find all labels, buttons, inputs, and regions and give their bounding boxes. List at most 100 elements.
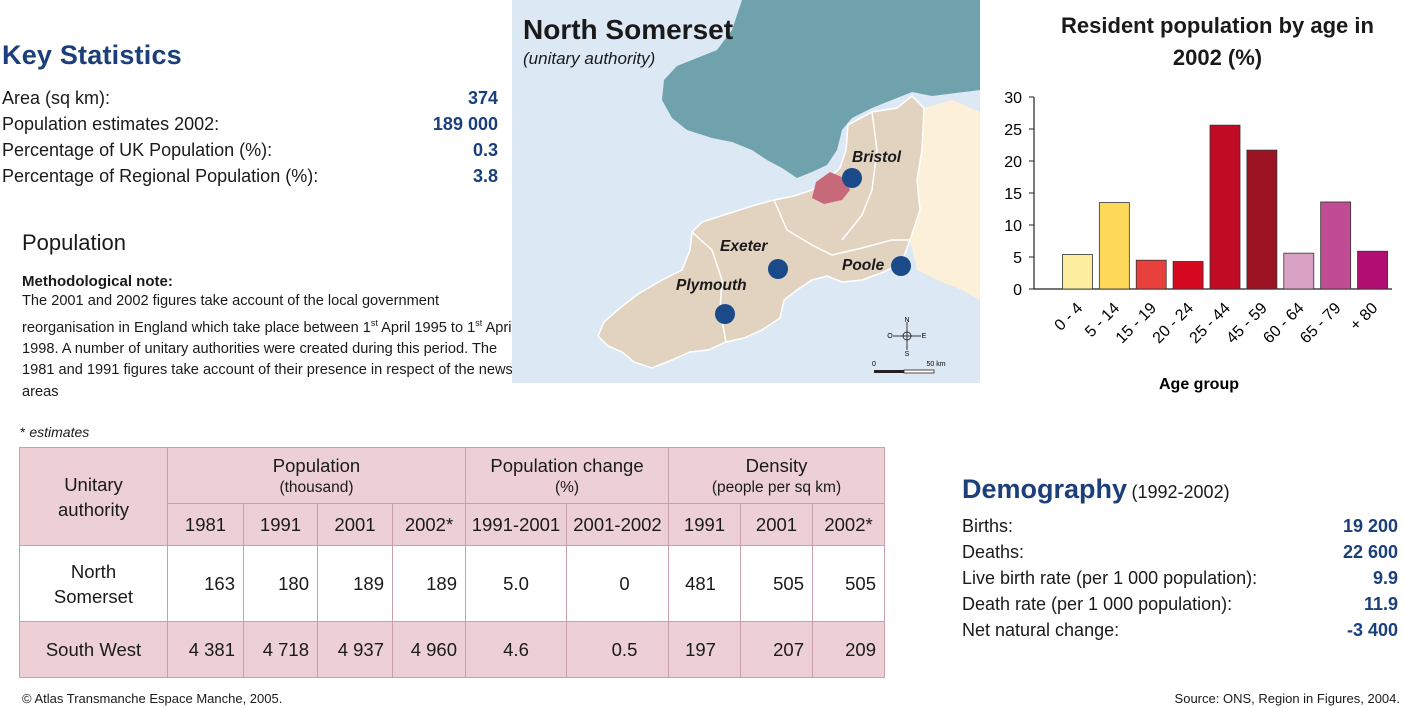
map-neighbour-region (910, 100, 980, 300)
header-year: 2002* (811, 503, 886, 546)
header-density-label: Density (745, 454, 808, 476)
demo-value: 9.9 (1372, 568, 1398, 588)
stat-value: 374 (467, 88, 498, 108)
header-density-unit: (people per sq km) (711, 478, 842, 496)
stat-label: Area (sq km): (2, 88, 111, 108)
stat-value: 189 000 (432, 114, 498, 134)
y-tick-label: 15 (1004, 186, 1022, 203)
y-tick-label: 30 (1004, 90, 1022, 107)
population-section: Population Methodological note: The 2001… (22, 230, 522, 403)
map-county-boundary (773, 199, 910, 256)
demography-title: Demography (962, 474, 1128, 504)
demo-label: Live birth rate (per 1 000 population): (962, 568, 1258, 588)
demography-period: (1992-2002) (1131, 482, 1230, 502)
estimates-footnote: * estimates (20, 424, 89, 440)
compass-e: E (922, 333, 927, 340)
population-table: Unitary authority Population (thousand) … (19, 447, 886, 678)
y-tick-label: 10 (1004, 218, 1022, 235)
chart-title: Resident population by age in 2002 (%) (1061, 13, 1374, 70)
table-row: South West 4 381 4 718 4 937 4 960 4.6 0… (19, 621, 886, 678)
note-text-part: April 1998. A number of unitary authorit… (22, 319, 515, 400)
chart-bar (1062, 254, 1093, 290)
stat-label: Population estimates 2002: (2, 114, 220, 134)
y-tick-label: 20 (1004, 154, 1022, 171)
compass-n: N (904, 317, 909, 324)
note-text-part: The 2001 and 2002 figures take account o… (22, 293, 440, 336)
x-tick-label: 65 - 79 (1297, 300, 1344, 347)
south-west-map: N S E O 0 50 km (512, 0, 980, 383)
compass-s: S (905, 351, 910, 358)
header-density-group: Density (people per sq km) (667, 447, 886, 504)
demo-label: Deaths: (962, 542, 1025, 562)
table-cell: 197 (668, 621, 741, 678)
x-tick-label: 15 - 19 (1113, 300, 1160, 347)
table-cell: 4 381 (167, 621, 244, 678)
methodological-note-title: Methodological note: (22, 273, 173, 290)
table-cell: 4 960 (392, 621, 466, 678)
demography-panel: Demography (1992-2002) Births: 19 200 De… (962, 474, 1398, 643)
stat-row-area: Area (sq km): 374 (2, 85, 498, 111)
table-cell: 505 (811, 545, 886, 622)
header-population-change-group: Population change (%) (465, 447, 669, 504)
table-cell: 189 (392, 545, 466, 622)
city-label-bristol: Bristol (852, 149, 902, 166)
compass-w: O (887, 333, 893, 340)
estimates-text: estimates (29, 424, 90, 440)
stat-row-population: Population estimates 2002: 189 000 (2, 111, 498, 137)
chart-bar (1320, 201, 1352, 290)
demo-label: Net natural change: (962, 620, 1120, 640)
table-cell: 189 (317, 545, 393, 622)
x-tick-label: 0 - 4 (1052, 300, 1087, 335)
scale-end: 50 km (926, 361, 945, 368)
map-county-boundary (841, 111, 878, 241)
demo-row-death-rate: Death rate (per 1 000 population): 11.9 (962, 591, 1398, 617)
row-name: South West (19, 621, 168, 678)
estimates-star: * (20, 424, 30, 440)
chart-bar (1246, 149, 1278, 290)
scale-bar: 0 50 km (872, 361, 946, 374)
stat-row-regional-percentage: Percentage of Regional Population (%): 3… (2, 163, 498, 189)
y-tick-label: 25 (1004, 122, 1022, 139)
header-year: 1991 (668, 503, 741, 546)
header-year: 1991 (243, 503, 318, 546)
chart-x-axis-label: Age group (1159, 376, 1239, 393)
chart-bar (1135, 259, 1167, 290)
table-cell: 4.6 (465, 621, 567, 678)
demo-value: 11.9 (1363, 594, 1398, 614)
demo-row-births: Births: 19 200 (962, 513, 1398, 539)
city-label-poole: Poole (842, 257, 885, 274)
table-cell: 209 (811, 621, 886, 678)
demography-heading: Demography (1992-2002) (962, 474, 1398, 505)
scale-start: 0 (872, 361, 876, 368)
table-cell: 207 (740, 621, 813, 678)
stat-value: 3.8 (472, 166, 498, 186)
city-marker-exeter (768, 259, 788, 279)
header-change-label: Population change (490, 454, 644, 476)
map-wales-land (662, 0, 980, 178)
demo-value: -3 400 (1346, 620, 1398, 640)
chart-bar (1172, 261, 1204, 290)
y-tick-label: 0 (1013, 282, 1022, 299)
header-population-label: Population (272, 454, 361, 476)
x-tick-label: 45 - 59 (1223, 300, 1270, 347)
demo-value: 22 600 (1342, 542, 1398, 562)
table-row: North Somerset 163 180 189 189 5.0 0 481… (19, 545, 886, 622)
table-cell: 180 (243, 545, 318, 622)
demo-label: Births: (962, 516, 1014, 536)
methodological-note-text: The 2001 and 2002 figures take account o… (22, 291, 522, 403)
table-cell: 481 (668, 545, 741, 622)
table-cell: 4 937 (317, 621, 393, 678)
map-north-somerset-highlight (812, 172, 850, 204)
city-label-exeter: Exeter (720, 238, 768, 255)
row-name: North Somerset (19, 545, 168, 622)
table-cell: 5.0 (465, 545, 567, 622)
table-cell: 0.5 (566, 621, 669, 678)
chart-axes: 0 5 10 15 20 25 30 (1004, 90, 1392, 299)
demo-row-birth-rate: Live birth rate (per 1 000 population): … (962, 565, 1398, 591)
x-tick-label: + 80 (1347, 300, 1381, 334)
table-cell: 163 (167, 545, 244, 622)
header-population-unit: (thousand) (279, 478, 354, 496)
compass-rose-icon: N S E O (887, 317, 926, 358)
table-cell: 0 (566, 545, 669, 622)
